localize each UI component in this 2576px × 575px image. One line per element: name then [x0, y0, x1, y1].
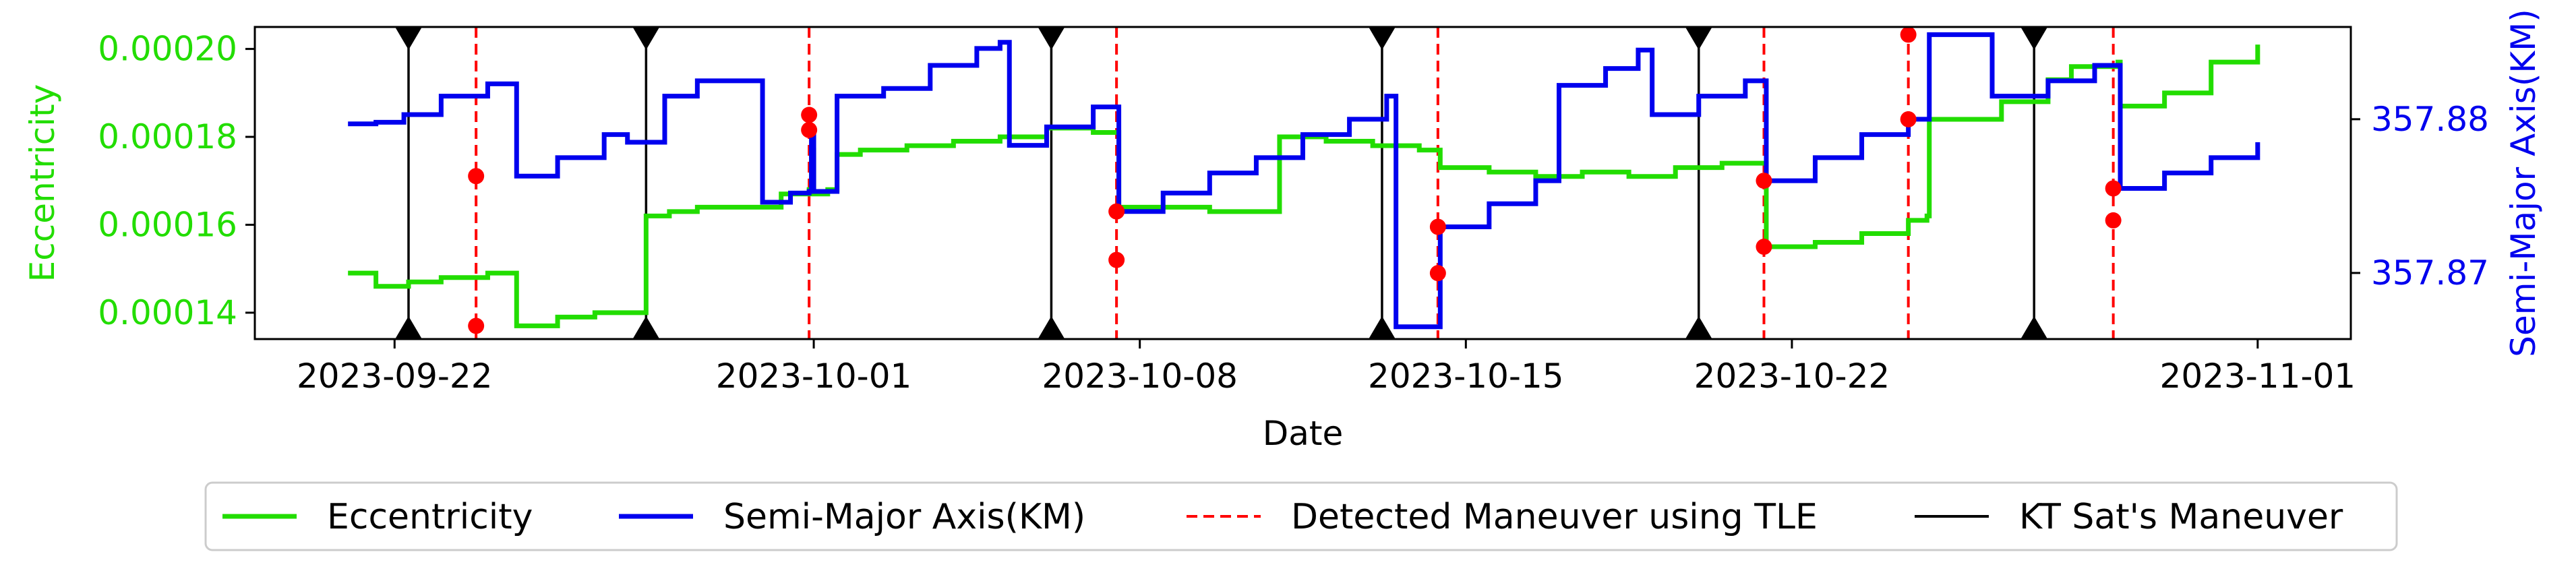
semi-major-axis-maneuver-marker — [801, 121, 818, 138]
x-tick-label: 2023-10-01 — [716, 357, 912, 396]
right-axis-title: Semi-Major Axis(KM) — [2504, 9, 2543, 357]
kt-maneuver-bottom-marker — [1685, 316, 1712, 339]
x-tick-label: 2023-11-01 — [2160, 357, 2356, 396]
left-axis-title: Eccentricity — [23, 84, 62, 282]
kt-maneuver-top-marker — [1368, 27, 1396, 50]
x-tick-label: 2023-10-15 — [1368, 357, 1564, 396]
x-axis-title: Date — [1263, 414, 1344, 453]
kt-maneuver-top-marker — [1038, 27, 1065, 50]
detected-maneuver-lines — [475, 27, 2115, 339]
semi-major-axis-maneuver-marker — [2105, 180, 2122, 197]
right-axis-ticks: 357.87 357.88 — [2351, 100, 2489, 293]
semi-major-axis-maneuver-marker — [468, 168, 485, 185]
semi-major-axis-series-line — [348, 32, 2260, 330]
x-tick-label: 2023-10-22 — [1694, 357, 1890, 396]
left-tick-label: 0.00014 — [98, 293, 237, 332]
legend-label-eccentricity: Eccentricity — [327, 497, 533, 537]
semi-major-axis-maneuver-marker — [1900, 26, 1917, 43]
right-tick-label: 357.87 — [2371, 253, 2489, 293]
legend-box — [204, 481, 2398, 551]
x-tick-label: 2023-09-22 — [297, 357, 493, 396]
legend-label-kt: KT Sat's Maneuver — [2019, 497, 2343, 537]
kt-maneuver-bottom-marker — [1368, 316, 1396, 339]
plot-frame — [253, 26, 2352, 340]
kt-maneuver-bottom-marker — [1038, 316, 1065, 339]
eccentricity-maneuver-marker — [1108, 251, 1125, 268]
left-tick-label: 0.00020 — [98, 30, 237, 69]
semi-major-axis-maneuver-marker — [1108, 203, 1125, 220]
series-lines — [348, 32, 2260, 330]
eccentricity-maneuver-marker — [1900, 111, 1917, 127]
semi-major-axis-maneuver-marker — [1429, 218, 1446, 235]
kt-maneuver-bottom-marker — [2020, 316, 2048, 339]
kt-maneuver-top-marker — [632, 27, 660, 50]
kt-maneuver-top-marker — [2020, 27, 2048, 50]
kt-maneuver-lines — [394, 27, 2048, 339]
eccentricity-maneuver-marker — [1756, 239, 1772, 255]
left-tick-label: 0.00016 — [98, 205, 237, 244]
eccentricity-series-line — [348, 44, 2260, 328]
x-tick-label: 2023-10-08 — [1042, 357, 1238, 396]
legend-label-detected: Detected Maneuver using TLE — [1291, 497, 1818, 537]
right-tick-label: 357.88 — [2371, 100, 2489, 139]
eccentricity-maneuver-marker — [2105, 212, 2122, 229]
kt-maneuver-top-marker — [1685, 27, 1712, 50]
left-axis-ticks: 0.00014 0.00016 0.00018 0.00020 — [98, 30, 255, 332]
eccentricity-maneuver-marker — [1429, 265, 1446, 282]
kt-maneuver-bottom-marker — [394, 316, 422, 339]
legend-label-semi_major_axis: Semi-Major Axis(KM) — [723, 497, 1085, 537]
legend: Eccentricity Semi-Major Axis(KM) Detected … — [204, 481, 2398, 551]
kt-maneuver-bottom-marker — [632, 316, 660, 339]
maneuver-markers — [468, 26, 2122, 334]
left-tick-label: 0.00018 — [98, 117, 237, 156]
eccentricity-maneuver-marker — [468, 317, 485, 334]
eccentricity-maneuver-marker — [801, 107, 818, 123]
semi-major-axis-maneuver-marker — [1756, 173, 1772, 189]
kt-maneuver-top-marker — [394, 27, 422, 50]
x-axis-ticks: 2023-09-22 2023-10-01 2023-10-08 2023-10-15… — [297, 339, 2356, 396]
